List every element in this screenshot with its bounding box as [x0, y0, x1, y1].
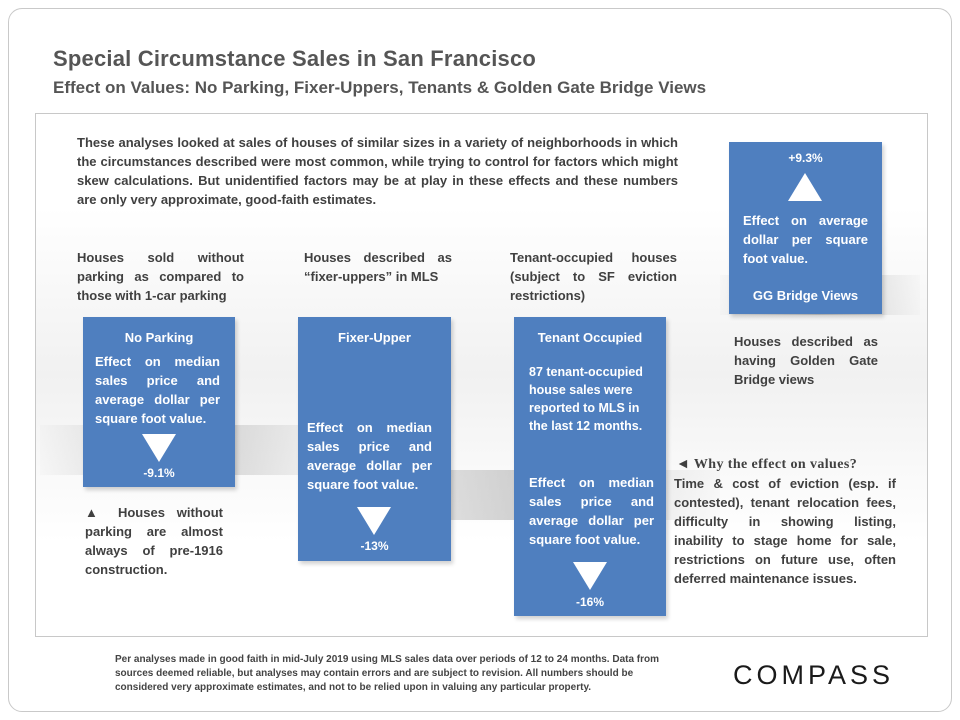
box-title: Tenant Occupied	[537, 330, 643, 345]
why-effect-heading: ◄ Why the effect on values?	[676, 457, 858, 472]
triangle-down-icon	[357, 507, 391, 535]
box-value: -13%	[360, 539, 389, 553]
no-parking-box: No Parking Effect on median sales price …	[83, 317, 235, 487]
triangle-down-icon	[142, 434, 176, 462]
box-text: Effect on average dollar per square foot…	[743, 213, 868, 266]
box-value: -9.1%	[143, 466, 175, 480]
caption-fixer-upper: Houses described as “fixer-uppers” in ML…	[304, 250, 452, 284]
tenant-occupied-box: Tenant Occupied 87 tenant-occupied house…	[514, 317, 666, 616]
box-value: -16%	[575, 595, 604, 609]
slide-title: Special Circumstance Sales in San Franci…	[53, 46, 537, 71]
box-title: Fixer-Upper	[338, 330, 411, 345]
triangle-down-icon	[573, 562, 607, 590]
fixer-upper-box: Fixer-Upper Effect on median sales price…	[298, 317, 451, 561]
box-text: Effect on median sales price and average…	[307, 420, 432, 492]
tenant-sales-note: 87 tenant-occupied house sales were repo…	[529, 365, 643, 433]
gg-bridge-box: +9.3% Effect on average dollar per squar…	[729, 142, 882, 314]
box-text: Effect on median sales price and average…	[529, 475, 654, 547]
footer-disclaimer: Per analyses made in good faith in mid-J…	[115, 654, 660, 693]
slide-subtitle: Effect on Values: No Parking, Fixer-Uppe…	[53, 78, 707, 97]
caption-tenant: Tenant-occupied houses (subject to SF ev…	[510, 250, 677, 303]
box-title: GG Bridge Views	[752, 288, 859, 303]
triangle-up-icon	[788, 173, 822, 201]
caption-no-parking: Houses sold without parking as compared …	[77, 250, 244, 303]
box-text: Effect on median sales price and average…	[95, 354, 220, 426]
box-value: +9.3%	[788, 151, 823, 165]
compass-logo: COMPASS	[733, 660, 895, 690]
why-effect-body: Time & cost of eviction (esp. if contest…	[674, 476, 896, 586]
caption-gg-bridge: Houses described as having Golden Gate B…	[734, 334, 878, 387]
box-title: No Parking	[124, 330, 194, 345]
no-parking-note: ▲ Houses without parking are almost alwa…	[85, 505, 223, 577]
intro-paragraph: These analyses looked at sales of houses…	[77, 135, 678, 207]
